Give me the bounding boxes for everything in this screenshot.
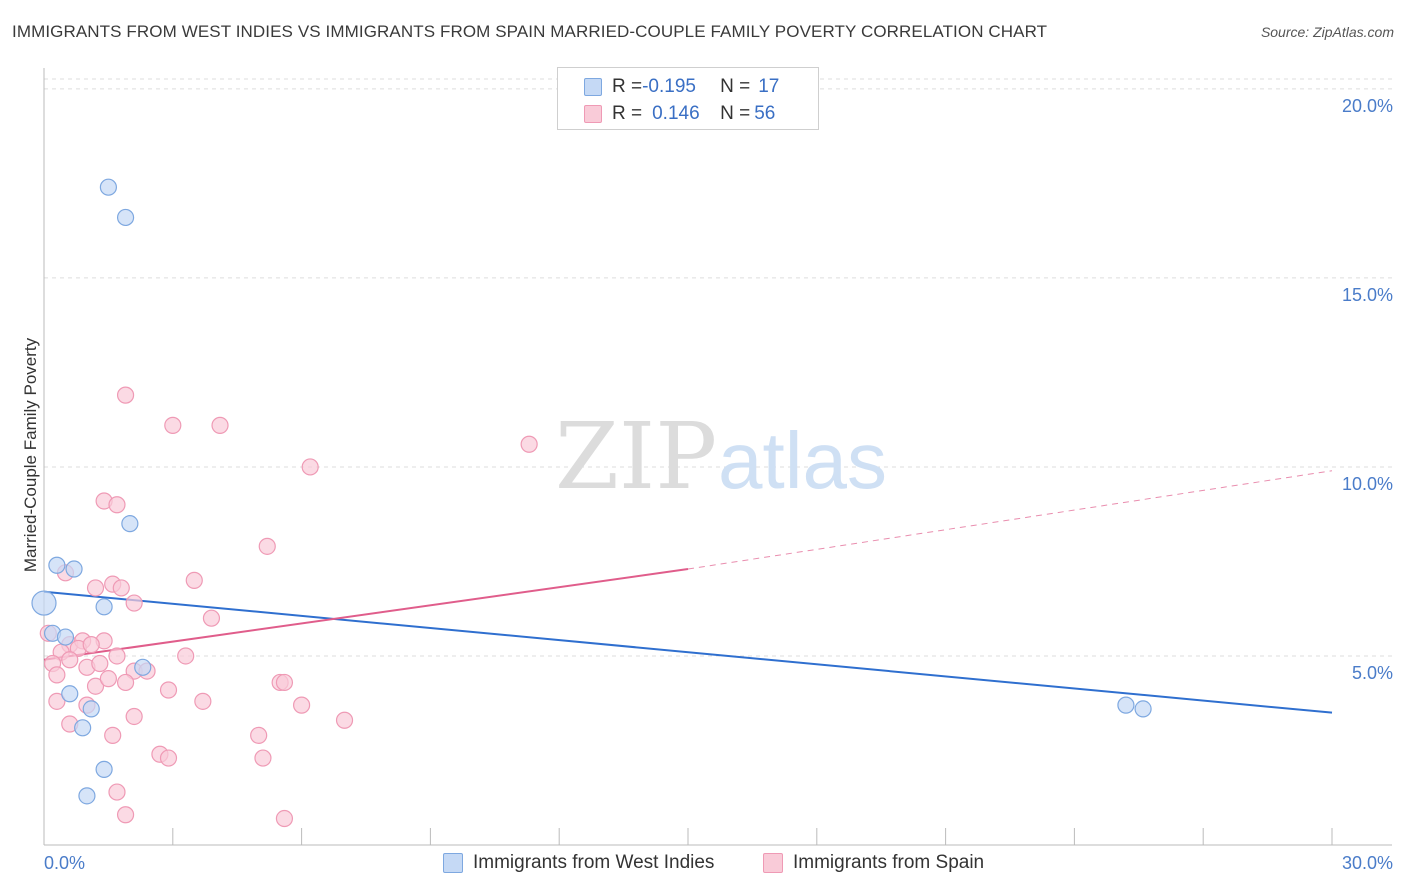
legend-n-value: 56 bbox=[754, 103, 776, 124]
spain-point bbox=[116, 386, 135, 404]
spain-point bbox=[335, 711, 354, 729]
spain-point bbox=[48, 666, 66, 684]
west-indies-point bbox=[116, 208, 135, 227]
spain-point bbox=[185, 571, 203, 589]
spain-point bbox=[159, 681, 178, 699]
tick-labels: 5.0% 10.0% 15.0% 20.0% 0.0% 30.0% bbox=[44, 96, 1393, 873]
axes bbox=[43, 68, 1392, 846]
west-indies-point bbox=[56, 628, 75, 646]
legend-r-label: R = bbox=[612, 103, 643, 124]
spain-point bbox=[258, 537, 276, 555]
spain-trend-line bbox=[43, 568, 689, 661]
spain-point bbox=[108, 783, 126, 801]
legend-label-spain: Immigrants from Spain bbox=[793, 852, 985, 873]
spain-point bbox=[108, 496, 126, 514]
legend-n-label: N = bbox=[720, 103, 751, 124]
legend-r-value: -0.195 bbox=[642, 76, 696, 97]
legend-swatch-spain bbox=[763, 853, 783, 873]
spain-point bbox=[293, 696, 311, 714]
legend-r-value: 0.146 bbox=[652, 103, 700, 124]
spain-point bbox=[116, 673, 135, 692]
y-tick-label: 15.0% bbox=[1342, 285, 1393, 305]
y-tick-label: 10.0% bbox=[1342, 474, 1393, 494]
west-indies-point bbox=[31, 590, 57, 616]
legend-swatch-spain bbox=[584, 105, 602, 123]
legend-swatch-west-indies bbox=[443, 853, 463, 873]
west-indies-point bbox=[65, 560, 83, 578]
west-indies-trend-line bbox=[43, 590, 1333, 714]
spain-point bbox=[301, 458, 319, 476]
spain-point bbox=[82, 636, 100, 654]
spain-point bbox=[61, 651, 79, 669]
source-label: Source: ZipAtlas.com bbox=[1260, 24, 1394, 40]
y-axis-label: Married-Couple Family Poverty bbox=[21, 337, 40, 572]
legend-swatch-west-indies bbox=[584, 78, 602, 96]
chart-title: IMMIGRANTS FROM WEST INDIES VS IMMIGRANT… bbox=[12, 22, 1048, 41]
spain-point bbox=[86, 579, 105, 597]
spain-point bbox=[159, 749, 178, 767]
spain-point bbox=[211, 416, 229, 434]
spain-point bbox=[125, 594, 143, 612]
watermark-atlas: atlas bbox=[718, 416, 887, 505]
spain-point bbox=[125, 707, 143, 726]
spain-point bbox=[194, 692, 212, 710]
y-tick-label: 5.0% bbox=[1352, 663, 1393, 683]
spain-point bbox=[91, 654, 109, 673]
x-tick-label: 30.0% bbox=[1342, 853, 1393, 873]
legend-item-spain[interactable]: Immigrants from Spain bbox=[763, 852, 984, 874]
spain-point bbox=[275, 673, 294, 692]
west-indies-point bbox=[95, 760, 113, 778]
west-indies-point bbox=[121, 515, 139, 533]
legend-n-value: 17 bbox=[758, 76, 780, 97]
legend-label-west-indies: Immigrants from West Indies bbox=[473, 852, 715, 873]
west-indies-point bbox=[82, 700, 100, 718]
spain-point bbox=[108, 647, 126, 665]
legend-row-spain: R = 0.146 N = 56 bbox=[584, 103, 775, 125]
y-tick-label: 20.0% bbox=[1342, 96, 1393, 116]
west-indies-point bbox=[61, 685, 79, 703]
west-indies-point bbox=[74, 719, 92, 737]
spain-point bbox=[99, 670, 118, 688]
legend-row-west-indies: R = -0.195 N = 17 bbox=[584, 76, 779, 98]
legend-n-label: N = bbox=[720, 76, 751, 97]
spain-point bbox=[104, 726, 122, 744]
spain-point bbox=[48, 692, 66, 710]
data-points bbox=[31, 178, 1152, 828]
west-indies-point bbox=[134, 658, 152, 676]
spain-trend-extrapolated bbox=[687, 470, 1333, 570]
spain-point bbox=[520, 435, 538, 453]
legend-item-west-indies[interactable]: Immigrants from West Indies bbox=[443, 852, 714, 874]
west-indies-point bbox=[1117, 696, 1135, 714]
west-indies-point bbox=[78, 787, 96, 805]
spain-point bbox=[275, 809, 294, 828]
west-indies-point bbox=[95, 598, 113, 616]
spain-point bbox=[254, 749, 272, 767]
spain-point bbox=[250, 726, 268, 744]
spain-point bbox=[116, 806, 135, 824]
west-indies-point bbox=[48, 556, 66, 574]
gridlines bbox=[44, 78, 1392, 657]
watermark: ZIP atlas bbox=[555, 403, 887, 510]
watermark-zip: ZIP bbox=[555, 403, 717, 510]
legend-r-label: R = bbox=[612, 76, 643, 97]
spain-point bbox=[86, 677, 105, 695]
spain-point bbox=[164, 416, 182, 434]
west-indies-point bbox=[99, 178, 118, 196]
correlation-legend: R = -0.195 N = 17 R = 0.146 N = 56 bbox=[557, 67, 819, 130]
spain-point bbox=[177, 647, 195, 665]
west-indies-point bbox=[1134, 700, 1152, 718]
spain-point bbox=[202, 609, 221, 627]
x-tick-label: 0.0% bbox=[44, 853, 85, 873]
trend-lines bbox=[43, 470, 1333, 714]
spain-point bbox=[112, 579, 130, 597]
